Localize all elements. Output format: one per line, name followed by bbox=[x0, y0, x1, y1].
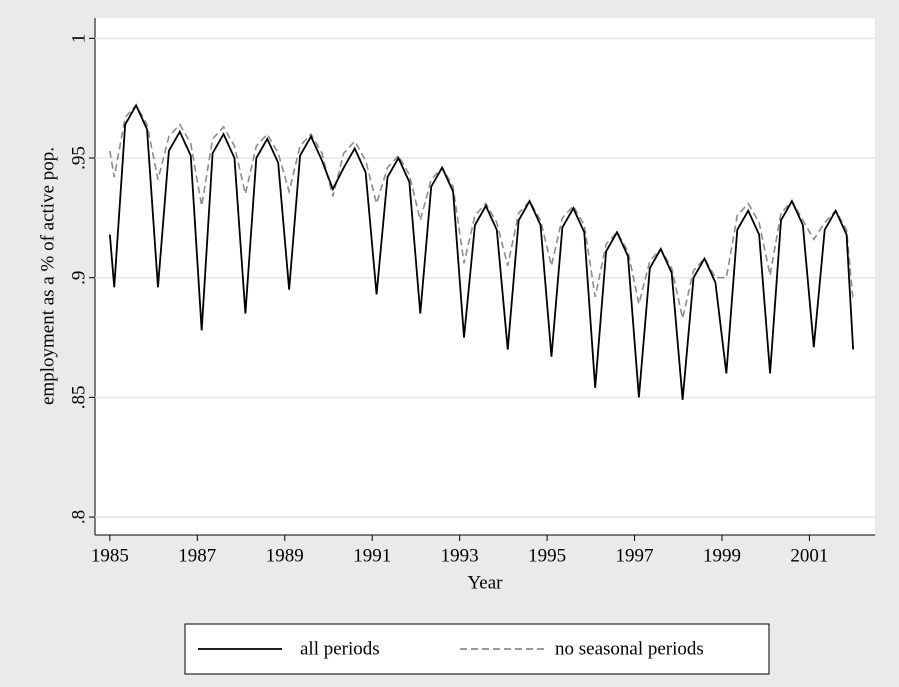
y-tick-label: .9 bbox=[68, 271, 89, 285]
x-tick-label: 1999 bbox=[703, 545, 741, 566]
x-tick-label: 1995 bbox=[528, 545, 566, 566]
legend-label: all periods bbox=[300, 638, 380, 659]
x-tick-label: 1989 bbox=[266, 545, 304, 566]
x-tick-label: 1993 bbox=[441, 545, 479, 566]
legend-label: no seasonal periods bbox=[555, 638, 704, 659]
x-tick-label: 1985 bbox=[91, 545, 129, 566]
x-tick-label: 1991 bbox=[353, 545, 391, 566]
y-tick-label: .95 bbox=[68, 146, 89, 170]
plot-area bbox=[95, 18, 875, 535]
y-tick-label: 1 bbox=[68, 34, 89, 44]
y-tick-label: .8 bbox=[68, 510, 89, 524]
series-line bbox=[108, 103, 855, 400]
y-tick-label: .85 bbox=[68, 385, 89, 409]
x-tick-label: 2001 bbox=[790, 545, 828, 566]
y-axis-title: employment as a % of active pop. bbox=[37, 147, 58, 405]
x-tick-label: 1997 bbox=[616, 545, 654, 566]
x-tick-label: 1987 bbox=[178, 545, 216, 566]
x-axis-title: Year bbox=[467, 572, 503, 593]
series-line bbox=[109, 104, 854, 319]
